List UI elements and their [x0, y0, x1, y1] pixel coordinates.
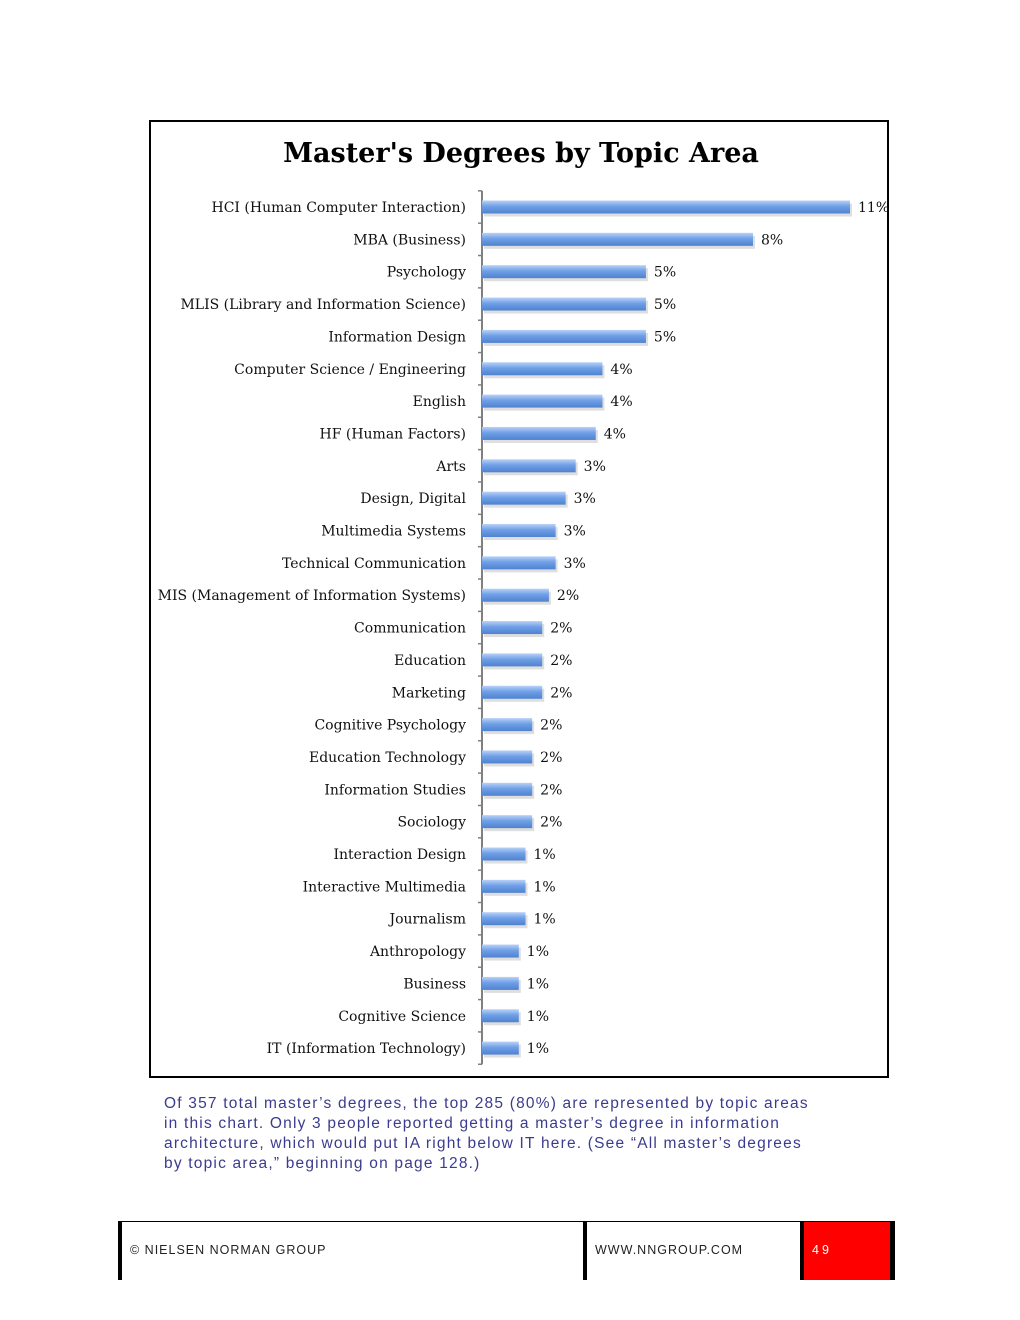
data-label: 1% — [533, 912, 555, 928]
data-label: 4% — [610, 394, 632, 410]
data-label: 8% — [761, 232, 783, 248]
footer-page-cell: 49 — [800, 1222, 895, 1280]
category-label: Information Studies — [324, 782, 466, 798]
data-label: 2% — [540, 815, 562, 831]
category-label: Arts — [435, 459, 466, 475]
bar — [482, 750, 533, 764]
category-label: Information Design — [328, 329, 466, 345]
bar — [482, 685, 543, 699]
data-label: 2% — [540, 750, 562, 766]
footer-copyright: © NIELSEN NORMAN GROUP — [130, 1243, 327, 1257]
category-label: Interaction Design — [334, 847, 467, 863]
bar — [482, 847, 526, 861]
category-label: Design, Digital — [360, 491, 466, 507]
category-label: Business — [403, 976, 466, 992]
data-label: 5% — [654, 265, 676, 281]
data-label: 1% — [527, 944, 549, 960]
bar — [482, 879, 526, 893]
category-label: Journalism — [387, 912, 466, 928]
data-label: 3% — [564, 524, 586, 540]
data-label: 2% — [550, 621, 572, 637]
bar — [482, 394, 603, 408]
data-label: 2% — [550, 653, 572, 669]
bar — [482, 491, 566, 505]
bar — [482, 426, 596, 440]
category-label: Anthropology — [369, 944, 466, 960]
bar — [482, 718, 533, 732]
page-number: 49 — [812, 1243, 832, 1257]
data-label: 1% — [533, 847, 555, 863]
bar — [482, 232, 753, 246]
category-label: Sociology — [397, 815, 466, 831]
category-label: HCI (Human Computer Interaction) — [212, 200, 466, 216]
data-label: 1% — [527, 1041, 549, 1057]
bar — [482, 976, 519, 990]
bar — [482, 815, 533, 829]
category-label: Cognitive Science — [338, 1009, 466, 1025]
bar — [482, 621, 543, 635]
bar — [482, 329, 646, 343]
bar — [482, 944, 519, 958]
data-label: 2% — [540, 718, 562, 734]
bar — [482, 524, 556, 537]
bar — [482, 653, 543, 667]
data-label: 1% — [533, 879, 555, 895]
category-label: Psychology — [387, 265, 466, 281]
page-footer: © NIELSEN NORMAN GROUP WWW.NNGROUP.COM 4… — [118, 1221, 895, 1280]
data-label: 1% — [527, 976, 549, 992]
plot-area: HCI (Human Computer Interaction) 11% MBA (… — [158, 190, 889, 1066]
data-label: 2% — [550, 685, 572, 701]
bar — [482, 556, 556, 570]
chart-title: Master's Degrees by Topic Area — [283, 138, 759, 169]
data-label: 3% — [584, 459, 606, 475]
bar — [482, 200, 850, 214]
category-label: Marketing — [392, 685, 466, 701]
category-label: Education — [394, 653, 466, 669]
bar — [482, 912, 526, 926]
bar — [482, 1041, 519, 1055]
data-label: 11% — [858, 200, 889, 216]
category-label: Computer Science / Engineering — [234, 362, 466, 378]
footer-mid-cell: WWW.NNGROUP.COM — [583, 1222, 800, 1280]
data-label: 4% — [610, 362, 632, 378]
data-label: 1% — [527, 1009, 549, 1025]
category-label: IT (Information Technology) — [267, 1041, 466, 1057]
footer-left-cell: © NIELSEN NORMAN GROUP — [118, 1222, 585, 1280]
data-label: 5% — [654, 329, 676, 345]
category-label: MLIS (Library and Information Science) — [180, 297, 466, 313]
bar — [482, 297, 646, 311]
category-label: MIS (Management of Information Systems) — [158, 588, 466, 604]
category-label: Interactive Multimedia — [303, 879, 466, 895]
data-label: 2% — [540, 782, 562, 798]
category-label: Education Technology — [309, 750, 466, 766]
bar — [482, 1009, 519, 1023]
data-label: 4% — [604, 426, 626, 442]
category-label: Cognitive Psychology — [314, 718, 466, 734]
bar — [482, 265, 646, 279]
category-label: HF (Human Factors) — [320, 426, 467, 442]
category-label: MBA (Business) — [353, 232, 466, 248]
chart-frame: Master's Degrees by Topic Area HCI (Huma… — [149, 120, 889, 1078]
bar — [482, 459, 576, 473]
bar — [482, 588, 549, 602]
data-label: 3% — [564, 556, 586, 572]
data-label: 5% — [654, 297, 676, 313]
category-label: Communication — [354, 621, 466, 637]
chart-caption: Of 357 total master’s degrees, the top 2… — [164, 1095, 809, 1172]
bar — [482, 782, 533, 796]
category-label: Technical Communication — [282, 556, 466, 572]
category-label: Multimedia Systems — [321, 524, 466, 540]
data-label: 3% — [574, 491, 596, 507]
footer-url-link[interactable]: WWW.NNGROUP.COM — [595, 1243, 744, 1257]
category-label: English — [413, 394, 466, 410]
data-label: 2% — [557, 588, 579, 604]
bar — [482, 362, 603, 376]
bar-chart: Master's Degrees by Topic Area HCI (Huma… — [158, 138, 889, 1066]
